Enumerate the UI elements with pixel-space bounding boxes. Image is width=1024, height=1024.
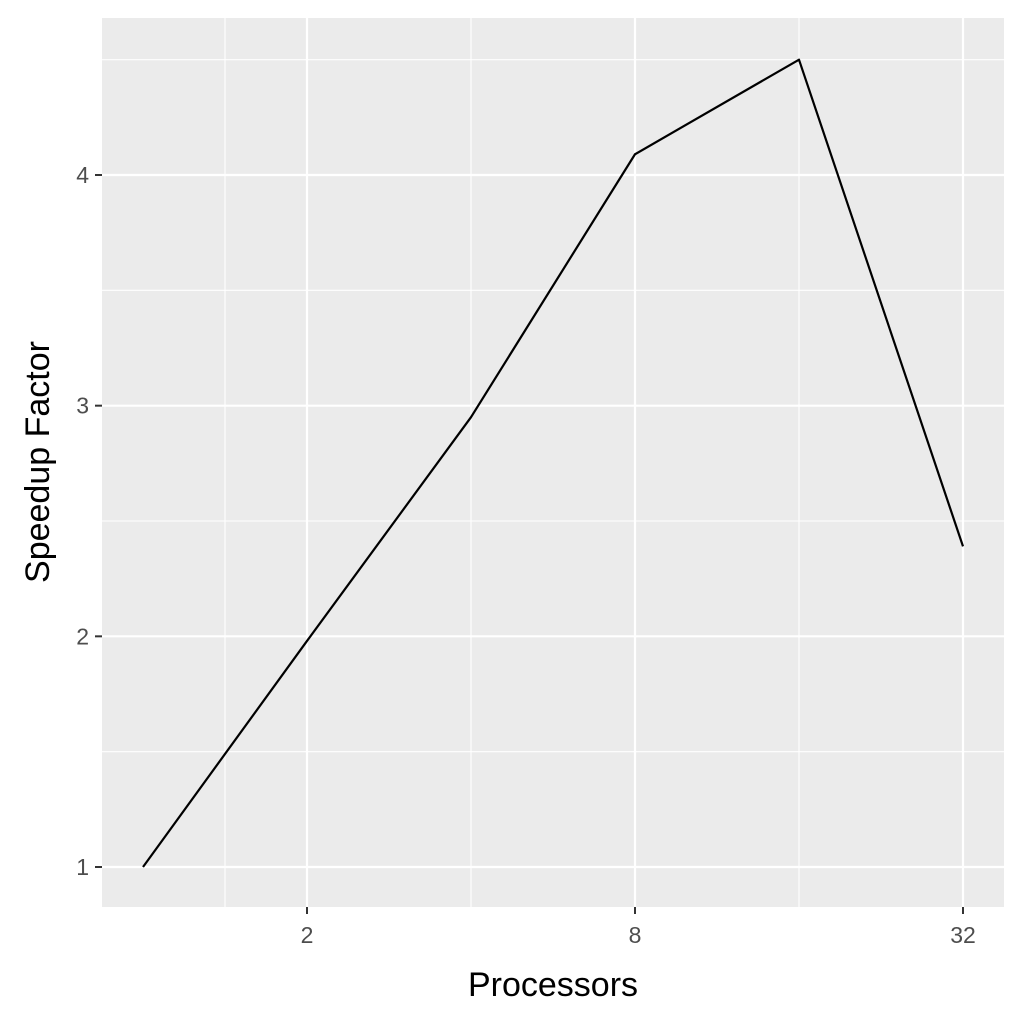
series-line — [142, 58, 965, 868]
x-tick-label: 32 — [950, 922, 976, 948]
y-axis: 1 2 3 4 — [76, 162, 102, 880]
major-gridlines — [102, 18, 1004, 907]
x-tick-label: 2 — [301, 922, 314, 948]
plot-panel — [102, 18, 1004, 907]
x-tick-label: 8 — [629, 922, 642, 948]
y-tick-label: 4 — [76, 162, 89, 188]
x-axis: 2 8 32 — [301, 907, 976, 948]
y-tick-label: 1 — [76, 854, 89, 880]
y-axis-title: Speedup Factor — [19, 341, 57, 583]
series-layer — [142, 58, 965, 868]
y-tick-label: 3 — [76, 393, 89, 419]
y-tick-label: 2 — [76, 623, 89, 649]
minor-gridlines — [102, 18, 1004, 907]
x-axis-title: Processors — [468, 966, 638, 1004]
